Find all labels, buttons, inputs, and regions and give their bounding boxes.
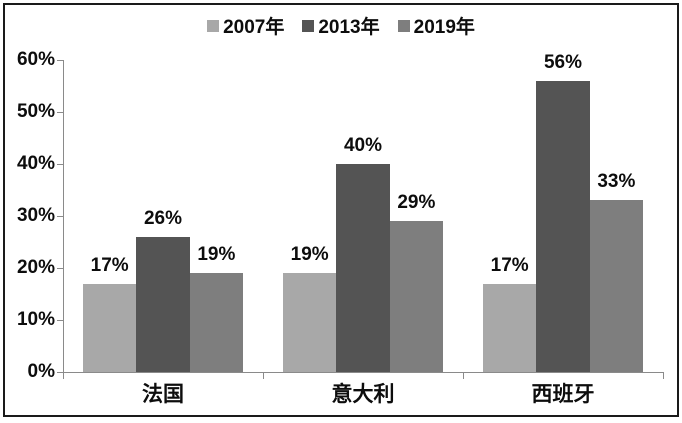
y-axis-tick xyxy=(57,372,63,373)
x-axis-tick xyxy=(663,373,664,379)
x-axis-tick xyxy=(63,373,64,379)
y-axis-tick xyxy=(57,60,63,61)
legend-item: 2013年 xyxy=(302,12,380,39)
bar xyxy=(136,236,190,372)
y-axis-tick-label: 30% xyxy=(16,205,55,226)
bar xyxy=(336,164,390,372)
bar xyxy=(189,273,243,372)
y-axis-tick xyxy=(57,112,63,113)
bar-value-label: 26% xyxy=(143,207,183,229)
y-axis-tick-label: 0% xyxy=(27,361,55,382)
y-axis-tick-label: 40% xyxy=(16,153,55,174)
bar xyxy=(589,200,643,372)
legend-item: 2007年 xyxy=(207,12,284,39)
chart-legend: 2007年 2013年 2019年 xyxy=(0,12,682,39)
bar xyxy=(283,273,337,372)
y-axis-tick-label: 50% xyxy=(16,101,55,122)
y-axis-tick xyxy=(57,164,63,165)
y-axis-tick-label: 60% xyxy=(16,49,55,70)
y-axis-tick-label: 10% xyxy=(16,309,55,330)
category-label: 西班牙 xyxy=(531,383,595,406)
bar-value-label: 19% xyxy=(197,244,236,266)
y-axis-line xyxy=(63,60,64,372)
y-axis-tick xyxy=(57,268,63,269)
category-label: 意大利 xyxy=(331,383,395,406)
bar-value-label: 33% xyxy=(597,171,636,193)
legend-swatch-icon xyxy=(397,19,410,32)
legend-swatch-icon xyxy=(302,19,315,32)
bar-value-label: 19% xyxy=(290,244,329,266)
legend-swatch-icon xyxy=(207,19,220,32)
legend-label: 2007年 xyxy=(223,17,285,38)
legend-label: 2013年 xyxy=(318,17,380,38)
category-label: 法国 xyxy=(142,383,184,406)
x-axis-tick xyxy=(263,373,264,379)
y-axis-tick-label: 20% xyxy=(16,257,55,278)
bar-value-label: 40% xyxy=(343,135,383,156)
bar xyxy=(483,283,537,372)
bar-value-label: 56% xyxy=(543,51,583,73)
x-axis-line xyxy=(63,372,664,373)
bar-value-label: 29% xyxy=(397,192,436,214)
x-axis-tick xyxy=(463,373,464,379)
bar xyxy=(536,80,590,372)
bar-value-label: 17% xyxy=(490,254,529,276)
bar xyxy=(83,283,137,372)
legend-item: 2019年 xyxy=(397,12,475,39)
y-axis-tick xyxy=(57,216,63,217)
bar xyxy=(389,221,443,372)
y-axis-tick xyxy=(57,320,63,321)
legend-label: 2019年 xyxy=(413,17,475,38)
bar-value-label: 17% xyxy=(90,254,129,276)
